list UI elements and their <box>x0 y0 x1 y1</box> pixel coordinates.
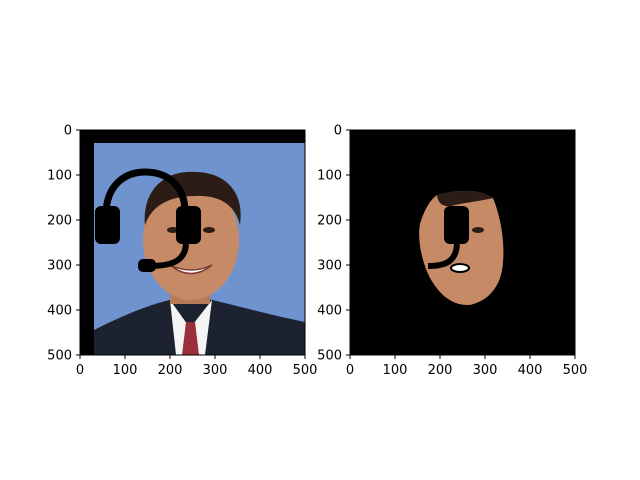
right-x-tick-label: 0 <box>346 363 354 378</box>
segmented-eye <box>472 227 484 233</box>
left-y-tick-label: 300 <box>47 259 72 274</box>
left-x-tick-label: 300 <box>203 363 228 378</box>
left-y-tick-label: 500 <box>47 349 72 364</box>
segmented-face <box>419 190 504 306</box>
left-image <box>80 130 305 355</box>
tie <box>182 322 199 355</box>
segmented-headset-boom <box>427 243 460 269</box>
left-y-tick-label: 200 <box>47 214 72 229</box>
right-x-tick-label: 200 <box>428 363 453 378</box>
right-x-tick-label: 100 <box>383 363 408 378</box>
left-x-tick-label: 500 <box>293 363 318 378</box>
right-y-tick-label: 0 <box>334 124 342 139</box>
left-y-tick-label: 0 <box>64 124 72 139</box>
right-eye <box>203 227 215 233</box>
right-x-tick-label: 300 <box>473 363 498 378</box>
segmented-mouth <box>450 263 470 273</box>
left-y-tick-label: 400 <box>47 304 72 319</box>
right-x-tick-label: 500 <box>563 363 588 378</box>
segmented-hair <box>437 190 493 207</box>
right-x-tick-label: 400 <box>518 363 543 378</box>
segmented-headset-ear <box>444 206 469 244</box>
right-y-tick-label: 300 <box>317 259 342 274</box>
right-y-tick-label: 200 <box>317 214 342 229</box>
left-x-tick-label: 100 <box>113 363 138 378</box>
headset-band <box>102 168 189 216</box>
right-image <box>350 130 575 355</box>
right-y-tick-label: 400 <box>317 304 342 319</box>
right-y-tick-label: 500 <box>317 349 342 364</box>
left-x-tick-label: 400 <box>248 363 273 378</box>
headset-mic <box>138 259 156 272</box>
hair <box>144 171 241 225</box>
left-x-tick-label: 0 <box>76 363 84 378</box>
headset-right-ear <box>176 206 201 244</box>
headset-left-ear <box>95 206 120 244</box>
left-axes-frame <box>79 129 306 356</box>
right-axes-frame <box>349 129 576 356</box>
right-y-tick-label: 100 <box>317 169 342 184</box>
smile <box>169 264 213 275</box>
left-x-tick-label: 200 <box>158 363 183 378</box>
left-y-tick-label: 100 <box>47 169 72 184</box>
